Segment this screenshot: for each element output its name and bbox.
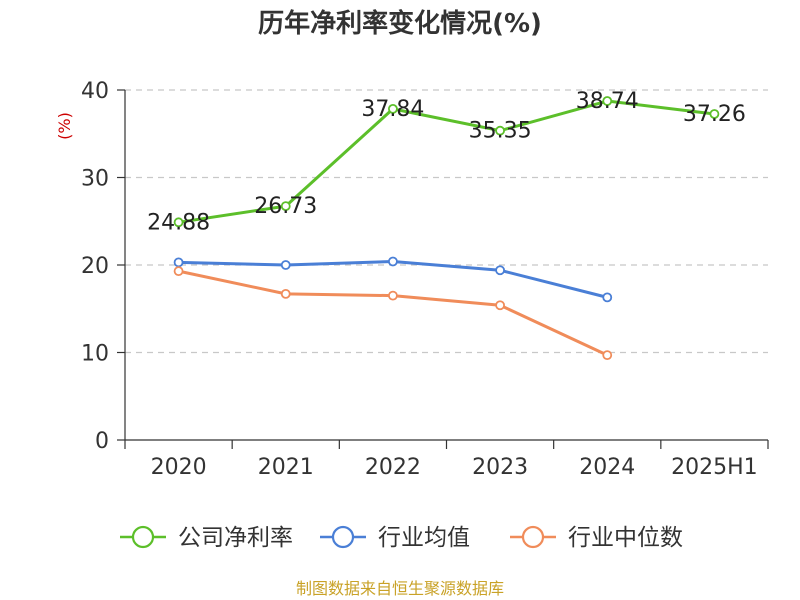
- data-point: [173, 266, 184, 277]
- axes: [117, 89, 769, 449]
- legend-label: 行业中位数: [568, 525, 683, 551]
- data-point: [495, 265, 505, 276]
- y-tick-label: 30: [81, 167, 109, 192]
- y-tick-label: 40: [81, 79, 109, 104]
- y-tick-label: 10: [81, 342, 109, 367]
- data-point: [173, 257, 184, 268]
- data-label: 24.88: [147, 210, 210, 235]
- x-tick-label: 2023: [472, 455, 528, 480]
- series-2: [173, 266, 613, 361]
- series-line: [178, 99, 715, 224]
- data-point: [388, 256, 398, 267]
- series-line: [178, 269, 608, 357]
- legend-label: 公司净利率: [178, 525, 293, 551]
- series-lines: [173, 96, 720, 361]
- y-tick-labels: 0 10 20 30 40: [81, 79, 109, 454]
- legend-item-1: 行业均值: [320, 525, 470, 551]
- legend-item-0: 公司净利率: [120, 525, 293, 551]
- data-point: [388, 290, 398, 301]
- data-label: 26.73: [254, 194, 317, 219]
- data-point: [280, 201, 291, 212]
- chart-title: 历年净利率变化情况(%): [258, 8, 542, 39]
- data-label: 38.74: [576, 89, 639, 114]
- data-point: [602, 350, 613, 361]
- data-point: [388, 104, 398, 114]
- data-labels: 24.88 26.73 37.84 35.35 38.74 37.26: [147, 89, 746, 235]
- x-tick-label: 2021: [258, 455, 314, 480]
- data-point: [602, 292, 613, 303]
- data-point: [280, 288, 291, 299]
- y-tick-label: 20: [81, 254, 109, 279]
- y-axis-label: (%): [55, 112, 74, 140]
- data-point: [709, 109, 720, 119]
- legend-marker: [131, 525, 155, 549]
- legend-marker: [521, 525, 545, 549]
- grid-lines: [125, 89, 768, 354]
- data-point: [280, 260, 291, 270]
- y-tick-label: 0: [95, 429, 109, 454]
- data-point: [495, 300, 505, 311]
- x-tick-label: 2025H1: [671, 455, 758, 480]
- series-1: [173, 256, 613, 303]
- x-tick-labels: 2020 2021 2022 2023 2024 2025H1: [151, 455, 758, 480]
- data-label: 37.26: [683, 102, 746, 127]
- data-point: [495, 125, 505, 136]
- source-note: 制图数据来自恒生聚源数据库: [296, 579, 504, 598]
- data-point: [602, 96, 613, 106]
- legend: 公司净利率 行业均值 行业中位数: [120, 525, 683, 551]
- legend-label: 行业均值: [378, 525, 470, 551]
- legend-item-2: 行业中位数: [510, 525, 683, 551]
- data-label: 35.35: [469, 119, 532, 144]
- series-0: [173, 96, 720, 228]
- data-label: 37.84: [361, 97, 424, 122]
- x-tick-label: 2024: [579, 455, 635, 480]
- x-tick-label: 2022: [365, 455, 421, 480]
- x-tick-label: 2020: [151, 455, 207, 480]
- data-point: [173, 217, 184, 228]
- legend-marker: [331, 525, 355, 549]
